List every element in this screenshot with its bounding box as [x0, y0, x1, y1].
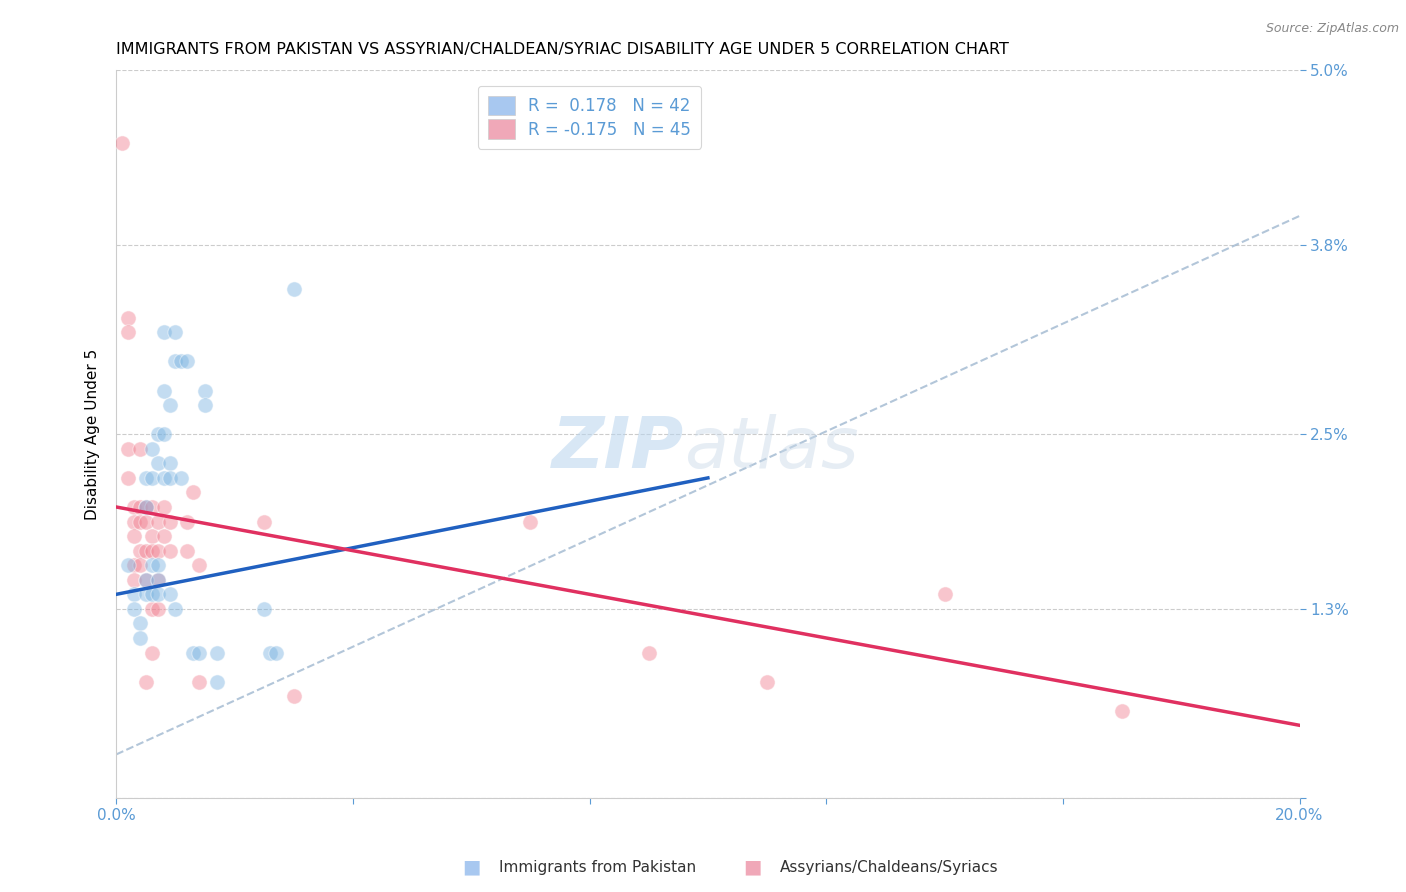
- Point: [141, 442, 163, 456]
- Point: [188, 674, 211, 689]
- Point: [111, 136, 134, 151]
- Point: [264, 646, 287, 660]
- Point: [181, 646, 204, 660]
- Point: [637, 646, 659, 660]
- Point: [117, 558, 139, 573]
- Point: [135, 587, 157, 601]
- Y-axis label: Disability Age Under 5: Disability Age Under 5: [86, 349, 100, 520]
- Point: [129, 500, 152, 514]
- Point: [135, 674, 157, 689]
- Point: [170, 471, 193, 485]
- Point: [519, 515, 541, 529]
- Text: IMMIGRANTS FROM PAKISTAN VS ASSYRIAN/CHALDEAN/SYRIAC DISABILITY AGE UNDER 5 CORR: IMMIGRANTS FROM PAKISTAN VS ASSYRIAN/CHA…: [117, 42, 1010, 57]
- Point: [141, 558, 163, 573]
- Point: [152, 500, 174, 514]
- Point: [146, 543, 169, 558]
- Point: [141, 543, 163, 558]
- Point: [159, 543, 181, 558]
- Point: [129, 558, 152, 573]
- Legend: R =  0.178   N = 42, R = -0.175   N = 45: R = 0.178 N = 42, R = -0.175 N = 45: [478, 86, 702, 149]
- Point: [122, 587, 145, 601]
- Point: [188, 558, 211, 573]
- Point: [194, 398, 217, 412]
- Point: [122, 573, 145, 587]
- Point: [205, 646, 228, 660]
- Point: [122, 515, 145, 529]
- Point: [170, 354, 193, 368]
- Point: [146, 558, 169, 573]
- Point: [141, 646, 163, 660]
- Point: [122, 500, 145, 514]
- Point: [122, 602, 145, 616]
- Point: [188, 646, 211, 660]
- Point: [146, 573, 169, 587]
- Point: [135, 500, 157, 514]
- Point: [135, 543, 157, 558]
- Point: [176, 515, 198, 529]
- Point: [135, 573, 157, 587]
- Point: [152, 427, 174, 442]
- Point: [146, 573, 169, 587]
- Point: [129, 515, 152, 529]
- Point: [176, 543, 198, 558]
- Point: [135, 573, 157, 587]
- Point: [176, 354, 198, 368]
- Point: [159, 456, 181, 470]
- Point: [129, 616, 152, 631]
- Point: [141, 500, 163, 514]
- Point: [165, 326, 187, 340]
- Point: [117, 310, 139, 325]
- Text: ■: ■: [742, 857, 762, 877]
- Text: Assyrians/Chaldeans/Syriacs: Assyrians/Chaldeans/Syriacs: [780, 860, 998, 874]
- Point: [159, 587, 181, 601]
- Point: [129, 543, 152, 558]
- Point: [135, 471, 157, 485]
- Point: [141, 587, 163, 601]
- Point: [181, 485, 204, 500]
- Point: [146, 427, 169, 442]
- Point: [283, 689, 305, 703]
- Point: [122, 529, 145, 543]
- Point: [934, 587, 956, 601]
- Text: Immigrants from Pakistan: Immigrants from Pakistan: [499, 860, 696, 874]
- Point: [152, 529, 174, 543]
- Point: [152, 471, 174, 485]
- Point: [159, 471, 181, 485]
- Point: [135, 515, 157, 529]
- Point: [259, 646, 281, 660]
- Point: [129, 442, 152, 456]
- Point: [253, 515, 276, 529]
- Point: [129, 631, 152, 645]
- Point: [141, 602, 163, 616]
- Point: [122, 558, 145, 573]
- Point: [146, 456, 169, 470]
- Point: [146, 587, 169, 601]
- Text: ZIP: ZIP: [553, 414, 685, 483]
- Point: [152, 384, 174, 398]
- Point: [253, 602, 276, 616]
- Point: [117, 442, 139, 456]
- Point: [194, 384, 217, 398]
- Point: [165, 602, 187, 616]
- Text: Source: ZipAtlas.com: Source: ZipAtlas.com: [1265, 22, 1399, 36]
- Point: [159, 515, 181, 529]
- Point: [117, 326, 139, 340]
- Point: [159, 398, 181, 412]
- Point: [141, 471, 163, 485]
- Text: ■: ■: [461, 857, 481, 877]
- Point: [152, 326, 174, 340]
- Point: [117, 471, 139, 485]
- Point: [141, 529, 163, 543]
- Point: [1111, 704, 1133, 718]
- Point: [135, 500, 157, 514]
- Point: [165, 354, 187, 368]
- Point: [283, 282, 305, 296]
- Text: atlas: atlas: [685, 414, 859, 483]
- Point: [146, 602, 169, 616]
- Point: [756, 674, 779, 689]
- Point: [205, 674, 228, 689]
- Point: [146, 515, 169, 529]
